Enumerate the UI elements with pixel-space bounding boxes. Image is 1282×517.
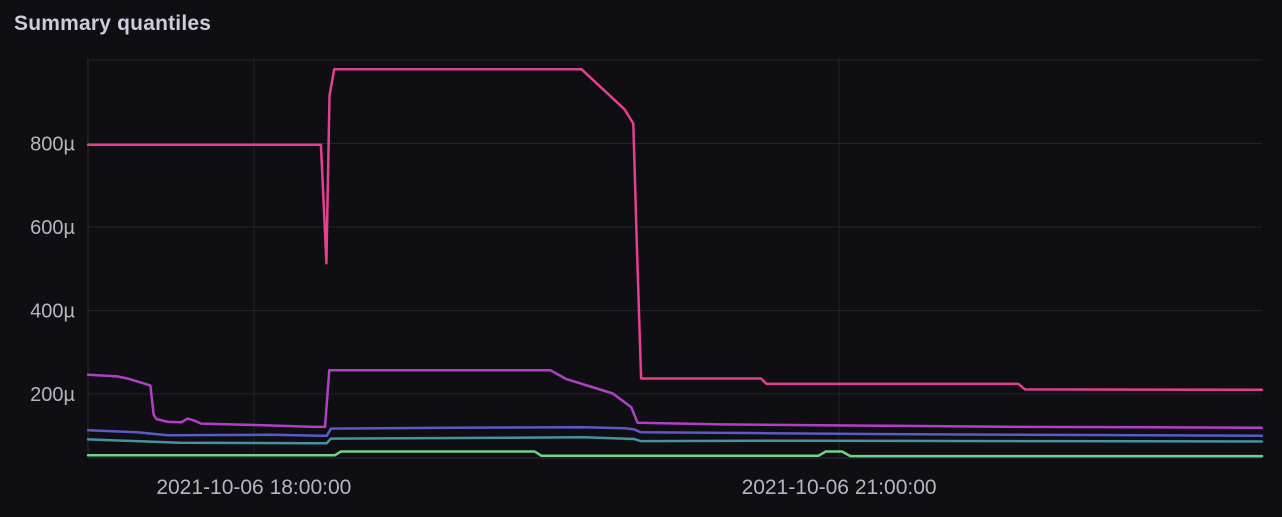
series-line-indigo <box>86 426 1264 437</box>
series-line-teal <box>86 436 1264 445</box>
series-line-green <box>86 450 1264 458</box>
panel-header: Summary quantiles <box>14 12 211 36</box>
series-line-pink <box>86 68 1264 392</box>
series-line-purple <box>86 368 1264 429</box>
x-tick-label: 2021-10-06 21:00:00 <box>742 476 937 499</box>
plot-area[interactable] <box>88 58 1262 458</box>
y-tick-label: 800µ <box>30 134 75 156</box>
x-tick-label: 2021-10-06 18:00:00 <box>156 476 351 499</box>
y-tick-label: 400µ <box>30 300 75 322</box>
panel-title[interactable]: Summary quantiles <box>14 12 212 35</box>
y-tick-label: 600µ <box>30 217 75 239</box>
y-tick-label: 200µ <box>30 384 75 406</box>
